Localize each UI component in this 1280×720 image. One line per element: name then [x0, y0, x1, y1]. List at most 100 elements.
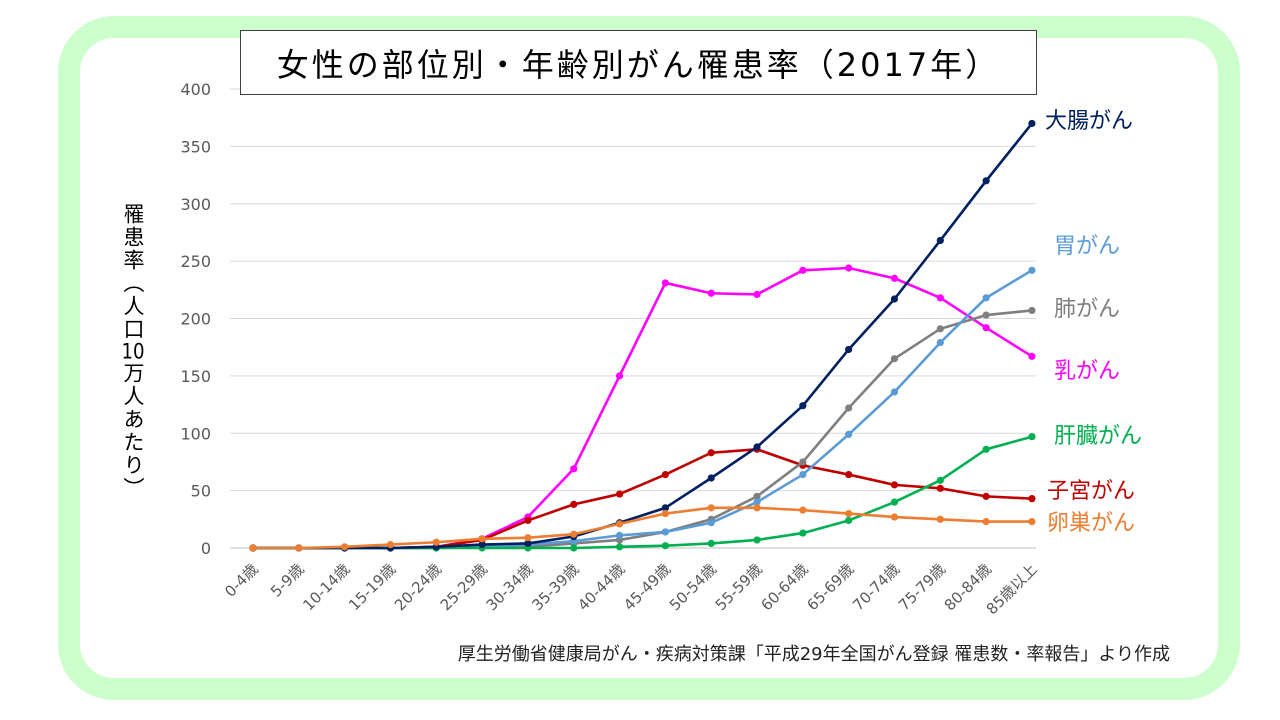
data-point [570, 544, 578, 552]
series-line [251, 269, 1034, 550]
data-point [845, 470, 853, 479]
data-point [982, 445, 990, 453]
x-tick-label: 85歳以上 [983, 560, 1041, 618]
x-tick-label: 30-34歳 [483, 560, 537, 614]
series-line [251, 122, 1034, 550]
x-tick-label: 60-64歳 [758, 560, 812, 614]
data-point [615, 543, 624, 551]
data-point [615, 531, 624, 539]
data-point [845, 509, 853, 518]
x-tick-label: 35-39歳 [528, 560, 582, 614]
data-point [386, 540, 395, 549]
data-point [707, 539, 715, 548]
series-label: 大腸がん [1045, 109, 1133, 134]
data-point [982, 294, 990, 302]
data-point [753, 290, 761, 299]
data-point [753, 536, 761, 544]
series-label: 卵巣がん [1047, 511, 1135, 536]
x-tick-label: 15-19歳 [345, 560, 399, 614]
x-tick-label: 50-54歳 [666, 560, 720, 614]
data-point [890, 274, 899, 282]
chart-title: 女性の部位別・年齢別がん罹患率（2017年） [276, 45, 1001, 84]
series-label: 子宮がん [1047, 479, 1135, 504]
y-tick-label: 300 [180, 195, 211, 214]
data-point [661, 470, 669, 479]
series-line [251, 506, 1034, 550]
data-point [845, 404, 853, 412]
data-point [845, 430, 853, 438]
source-note: 厚生労働省健康局がん・疾病対策課「平成29年全国がん登録 罹患数・率報告」より作… [457, 644, 1170, 665]
x-tick-label: 20-24歳 [391, 560, 445, 614]
y-tick-label: 50 [191, 482, 211, 501]
x-tick-label: 0-4歳 [221, 560, 262, 601]
data-point [1028, 433, 1036, 441]
data-point [936, 325, 944, 333]
x-tick-label: 65-69歳 [803, 560, 857, 614]
x-tick-label: 55-59歳 [712, 560, 766, 614]
data-point [615, 520, 624, 528]
data-point [890, 513, 899, 521]
data-point [478, 535, 486, 543]
data-point [249, 544, 257, 552]
data-point [1028, 306, 1036, 315]
data-point [890, 295, 899, 303]
data-point [661, 509, 669, 518]
data-point [936, 476, 944, 484]
data-point [890, 355, 899, 363]
data-point [936, 338, 944, 347]
data-point [753, 498, 761, 506]
x-tick-label: 75-79歳 [895, 560, 949, 614]
data-point [295, 544, 303, 552]
data-point [982, 324, 990, 332]
data-point [982, 311, 990, 319]
y-axis-title: 罹患率（人口10万人あたり） [121, 203, 145, 500]
data-point [982, 518, 990, 526]
y-tick-label: 100 [180, 424, 211, 443]
y-tick-label: 400 [180, 80, 211, 99]
data-point [936, 294, 944, 302]
data-point [799, 529, 807, 537]
x-tick-label: 45-49歳 [620, 560, 674, 614]
data-point [890, 498, 899, 506]
y-tick-label: 0 [201, 539, 211, 558]
series-label: 胃がん [1054, 234, 1120, 259]
x-tick-label: 70-74歳 [849, 560, 903, 614]
chart-frame [58, 16, 1240, 700]
data-point [570, 465, 578, 473]
data-point [524, 534, 532, 542]
data-point [570, 530, 578, 538]
series-label: 肝臓がん [1054, 424, 1142, 449]
data-point [799, 402, 807, 410]
series-line [251, 435, 1034, 550]
series-label: 肺がん [1054, 297, 1120, 322]
data-point [615, 490, 624, 498]
data-point [661, 528, 669, 536]
data-point [478, 540, 486, 549]
data-point [936, 515, 944, 523]
data-point [753, 504, 761, 512]
data-point [707, 449, 715, 457]
data-point [1028, 495, 1036, 503]
data-point [936, 236, 944, 245]
data-point [845, 264, 853, 272]
series-label: 乳がん [1054, 359, 1120, 384]
data-point [615, 372, 624, 380]
data-point [845, 345, 853, 354]
data-point [890, 481, 899, 489]
data-point [799, 470, 807, 479]
data-point [982, 177, 990, 185]
data-point [341, 543, 349, 551]
data-point [707, 474, 715, 482]
data-point [524, 539, 532, 548]
data-point [753, 443, 761, 451]
data-point [1028, 352, 1036, 360]
data-point [661, 542, 669, 550]
data-point [753, 492, 761, 500]
data-point [1028, 266, 1036, 274]
data-point [799, 506, 807, 514]
series-line [251, 266, 1034, 550]
data-point [707, 289, 715, 297]
series-line [251, 309, 1034, 550]
chart-title-box: 女性の部位別・年齢別がん罹患率（2017年） [240, 30, 1037, 95]
